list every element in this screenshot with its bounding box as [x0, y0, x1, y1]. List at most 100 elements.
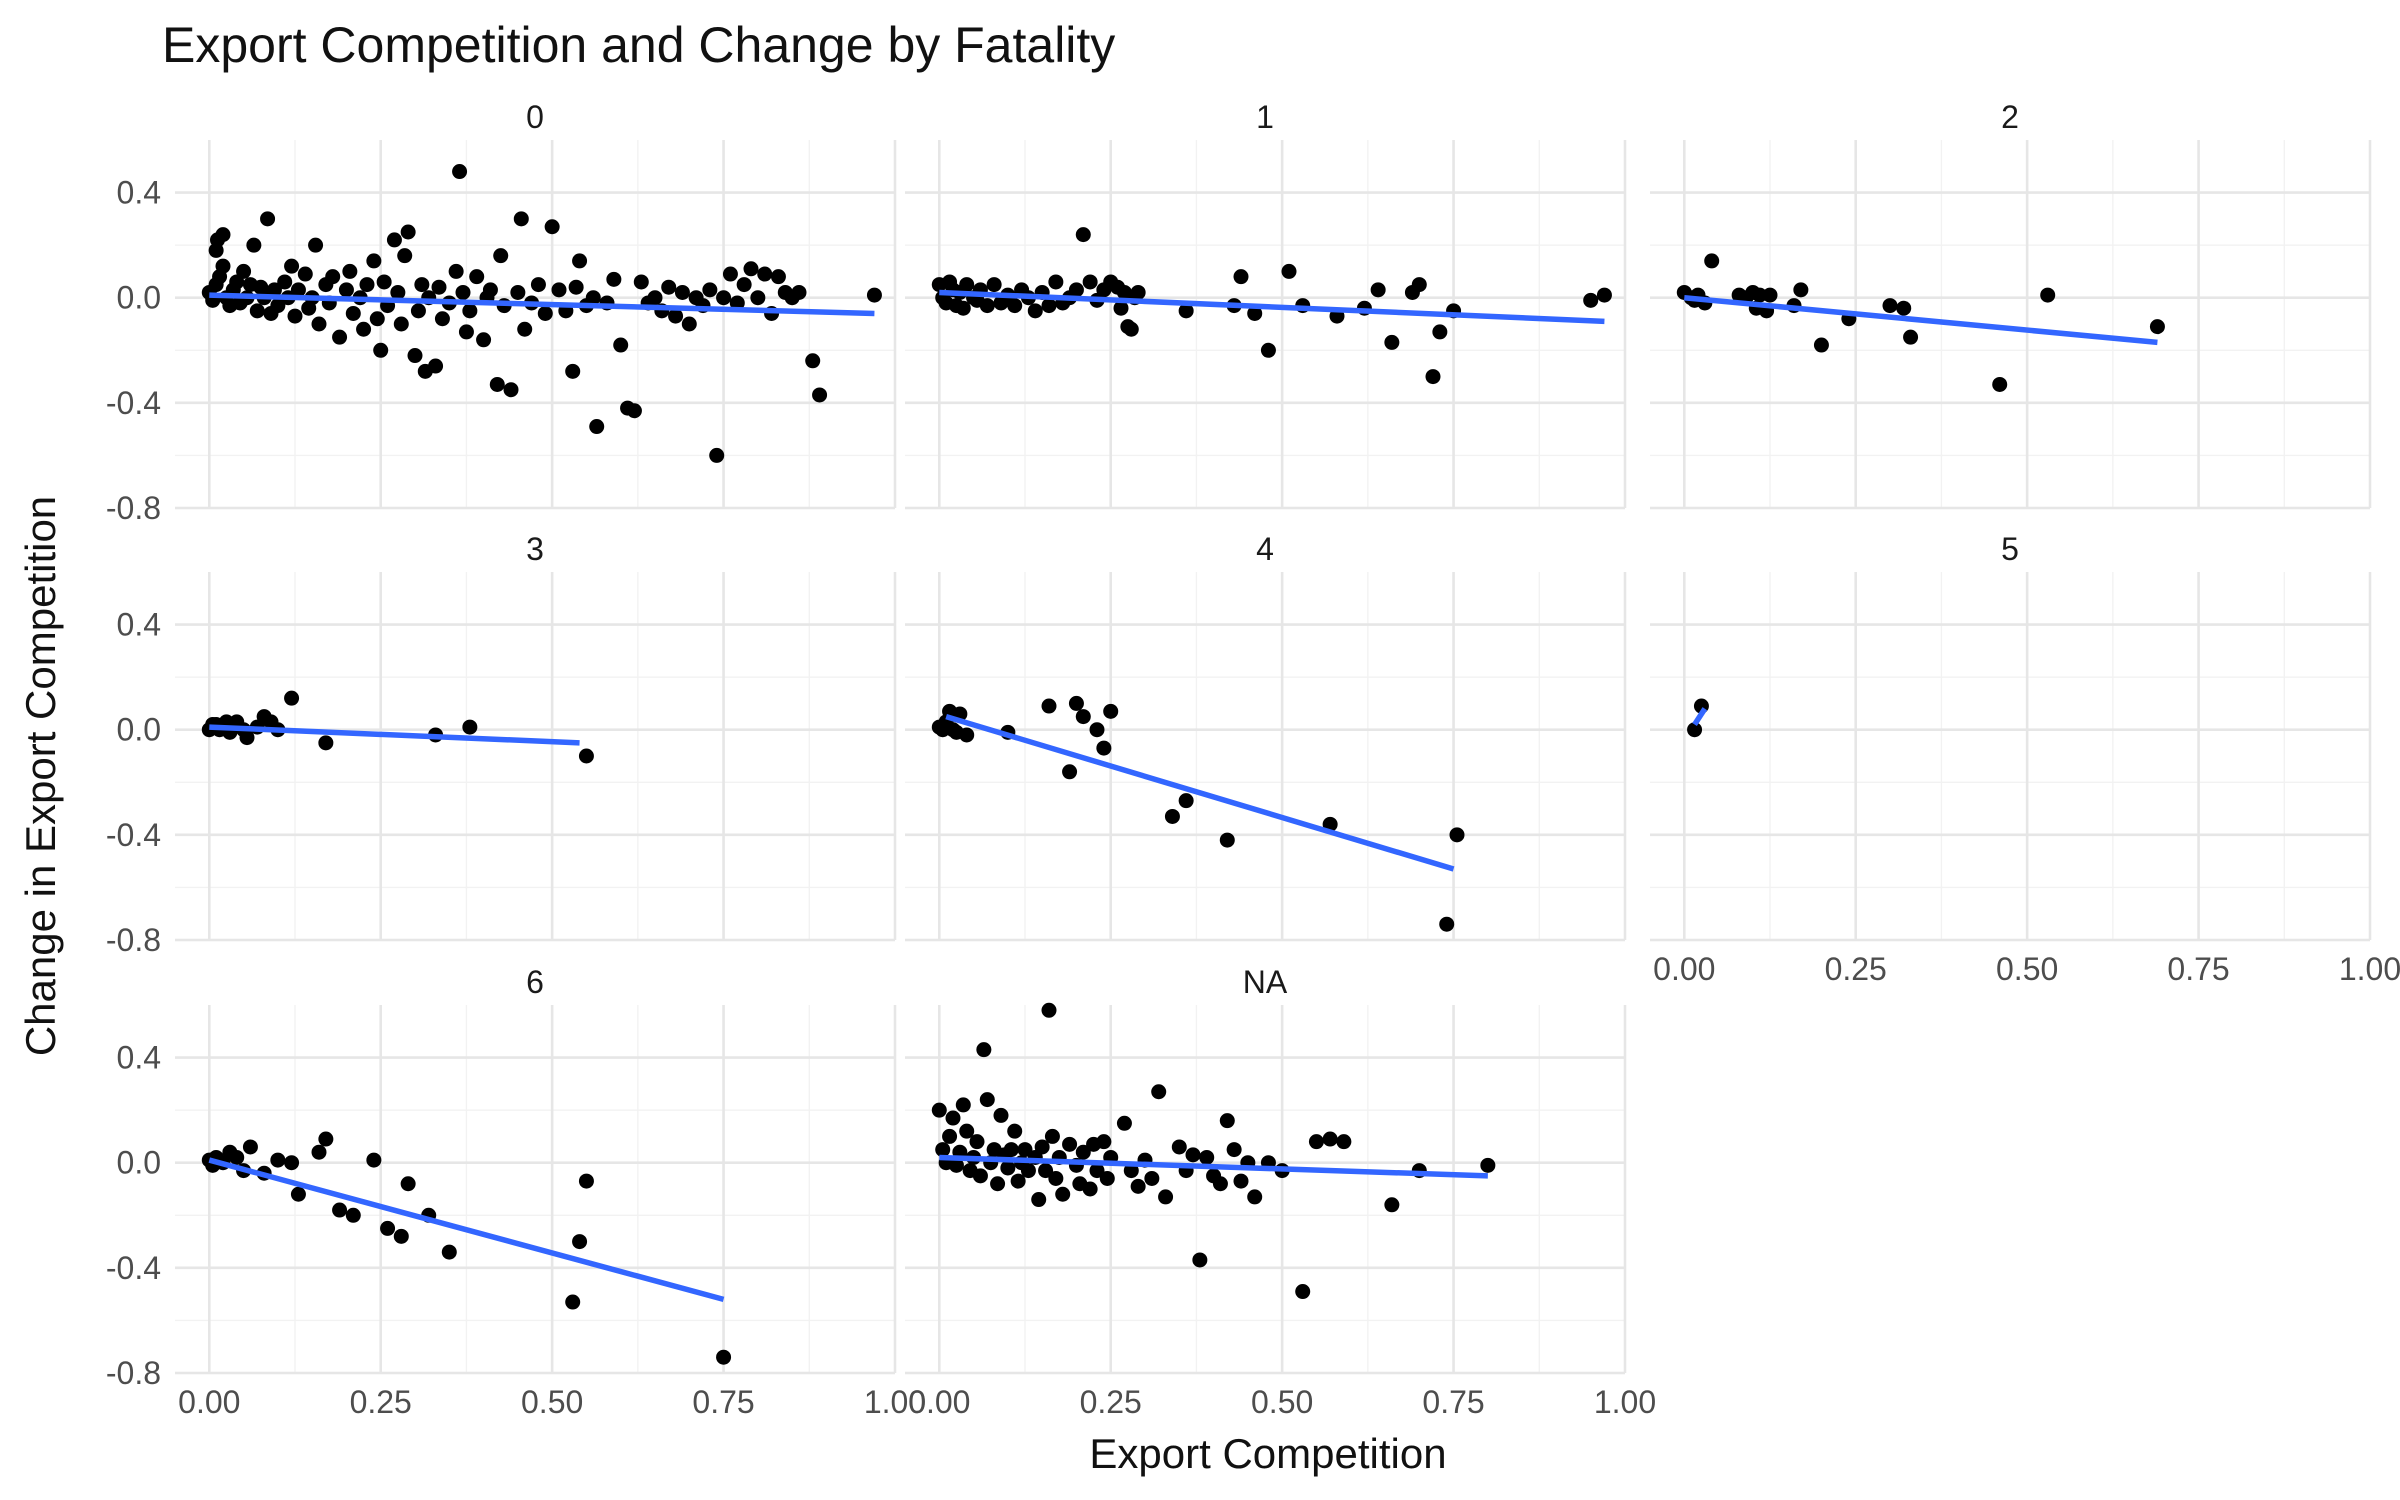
x-tick-label: 1.00: [864, 1384, 926, 1420]
data-point: [1370, 282, 1386, 298]
data-point: [503, 382, 519, 398]
data-point: [979, 298, 995, 314]
data-point: [1075, 709, 1091, 725]
data-point: [366, 1152, 382, 1168]
data-point: [1017, 1142, 1033, 1158]
data-point: [1038, 1163, 1054, 1179]
data-point: [1062, 1136, 1078, 1152]
data-point: [249, 303, 265, 319]
data-point: [1432, 324, 1448, 340]
data-point: [393, 316, 409, 332]
data-point: [1010, 1173, 1026, 1189]
y-tick-label: 0.4: [117, 175, 161, 211]
data-point: [1212, 1176, 1228, 1192]
data-point: [716, 1349, 732, 1365]
data-point: [866, 287, 882, 303]
data-point: [1027, 303, 1043, 319]
data-point: [990, 1176, 1006, 1192]
y-tick-label: 0.0: [117, 1145, 161, 1181]
data-point: [366, 253, 382, 269]
data-point: [1793, 282, 1809, 298]
data-point: [311, 1144, 327, 1160]
data-point: [397, 248, 413, 264]
data-point: [1041, 298, 1057, 314]
data-point: [722, 266, 738, 282]
data-point: [318, 1131, 334, 1147]
x-tick-label: 0.25: [1080, 1384, 1142, 1420]
data-point: [674, 284, 690, 300]
x-tick-label: 0.50: [521, 1384, 583, 1420]
trend-line: [208, 1157, 725, 1303]
data-point: [986, 277, 1002, 293]
data-point: [805, 353, 821, 369]
data-point: [1096, 740, 1112, 756]
data-point: [215, 227, 231, 243]
data-point: [482, 282, 498, 298]
data-point: [1219, 1113, 1235, 1129]
data-point: [1752, 287, 1768, 303]
data-point: [1031, 1192, 1047, 1208]
data-point: [1336, 1134, 1352, 1150]
data-point: [1048, 274, 1064, 290]
facet-label: 6: [526, 964, 544, 1000]
data-point: [959, 277, 975, 293]
y-tick-label: -0.8: [106, 1355, 161, 1391]
data-point: [1020, 1163, 1036, 1179]
data-point: [647, 290, 663, 306]
data-point: [359, 277, 375, 293]
data-point: [441, 1244, 457, 1260]
data-point: [1308, 1134, 1324, 1150]
data-point: [1055, 1186, 1071, 1202]
trend-line: [945, 713, 1455, 872]
data-point: [1192, 1252, 1208, 1268]
x-tick-label: 0.25: [1825, 951, 1887, 987]
data-point: [942, 1128, 958, 1144]
data-point: [1007, 1123, 1023, 1139]
data-point: [1260, 342, 1276, 358]
data-point: [606, 271, 622, 287]
data-point: [979, 1092, 995, 1108]
data-point: [1480, 1157, 1496, 1173]
data-point: [1123, 321, 1139, 337]
data-point: [661, 279, 677, 295]
data-point: [270, 1152, 286, 1168]
data-point: [1113, 300, 1129, 316]
data-point: [1247, 1189, 1263, 1205]
data-point: [1233, 1173, 1249, 1189]
x-tick-label: 0.00: [908, 1384, 970, 1420]
y-tick-label: 0.0: [117, 280, 161, 316]
x-tick-label: 0.75: [692, 1384, 754, 1420]
data-point: [969, 1134, 985, 1150]
x-tick-label: 0.75: [2167, 951, 2229, 987]
data-point: [1144, 1170, 1160, 1186]
data-point: [955, 300, 971, 316]
data-point: [242, 1139, 258, 1155]
data-point: [1164, 808, 1180, 824]
data-point: [1007, 298, 1023, 314]
panel-6: 6 0.4 0.0 -0.4 -0.8 0.00 0.25 0.50 0.75 1.00: [106, 964, 926, 1420]
panel-3: 3 0.4 0.0 -0.4 -0.8: [106, 531, 897, 958]
data-point: [407, 348, 423, 364]
data-point: [290, 1186, 306, 1202]
data-point: [1687, 722, 1703, 738]
y-tick-label: -0.8: [106, 490, 161, 526]
data-point: [931, 1102, 947, 1118]
x-tick-label: 0.50: [1251, 1384, 1313, 1420]
data-point: [414, 277, 430, 293]
data-point: [455, 284, 471, 300]
data-point: [1068, 282, 1084, 298]
data-point: [1003, 1142, 1019, 1158]
data-point: [565, 1294, 581, 1310]
panel-1: 1: [905, 99, 1627, 510]
data-point: [736, 277, 752, 293]
data-point: [1199, 1149, 1215, 1165]
data-point: [2149, 319, 2165, 335]
data-point: [356, 321, 372, 337]
data-point: [1882, 298, 1898, 314]
data-point: [284, 1155, 300, 1171]
data-point: [578, 1173, 594, 1189]
trend-line: [939, 289, 1605, 325]
data-point: [791, 284, 807, 300]
data-point: [345, 1207, 361, 1223]
